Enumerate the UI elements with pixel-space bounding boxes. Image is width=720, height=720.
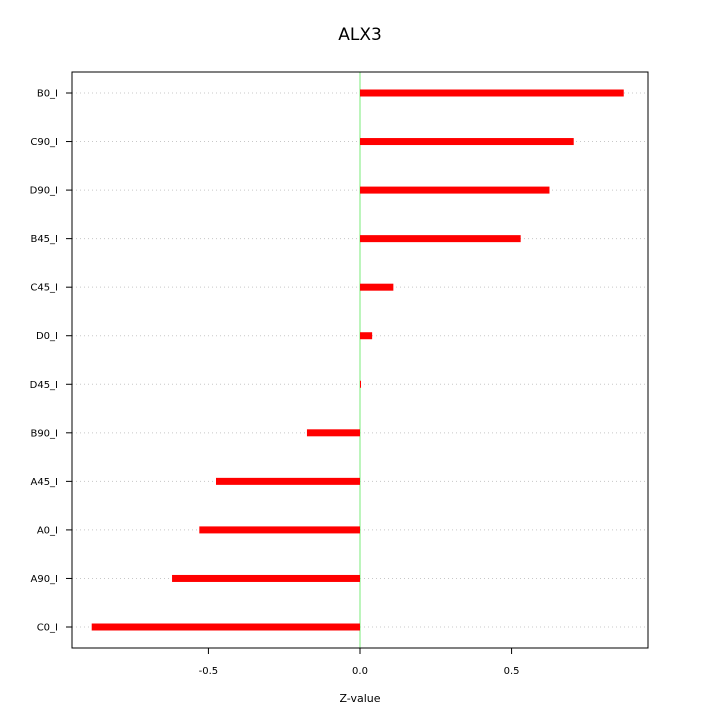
y-tick-label: A90_I [30, 574, 58, 585]
x-tick-label: 0.5 [504, 666, 520, 677]
bar-A90_I [172, 574, 360, 582]
y-tick-label: D0_I [36, 331, 58, 342]
bar-C90_I [360, 138, 574, 146]
bar-D45_I [360, 380, 361, 388]
y-axis: B0_I C90_I D90_I B45_I C45_I D0_I D45_I B90_I A4… [30, 89, 72, 634]
y-tick-label: C45_I [30, 283, 58, 294]
bar-A45_I [216, 477, 360, 485]
x-axis-label: Z-value [339, 692, 380, 705]
x-tick-label: 0.0 [352, 666, 368, 677]
bar-B45_I [360, 235, 521, 243]
x-axis: -0.5 0.0 0.5 [199, 648, 520, 677]
y-tick-label: D45_I [30, 380, 58, 391]
bar-B0_I [360, 89, 624, 97]
y-tick-label: C0_I [37, 623, 58, 634]
y-tick-label: A45_I [30, 477, 58, 488]
y-tick-label: C90_I [30, 137, 58, 148]
y-tick-label: B0_I [37, 89, 58, 100]
y-tick-label: B90_I [30, 428, 58, 439]
chart-title: ALX3 [338, 25, 382, 45]
bar-D90_I [360, 186, 550, 194]
bar-B90_I [306, 429, 360, 437]
y-tick-label: A0_I [37, 525, 58, 536]
x-tick-label: -0.5 [199, 666, 219, 677]
bar-D0_I [360, 332, 373, 340]
bar-C45_I [360, 283, 394, 291]
bar-layer [91, 89, 624, 631]
bar-A0_I [199, 526, 360, 534]
y-tick-label: D90_I [30, 186, 58, 197]
bar-C0_I [91, 623, 360, 631]
y-tick-label: B45_I [30, 234, 58, 245]
